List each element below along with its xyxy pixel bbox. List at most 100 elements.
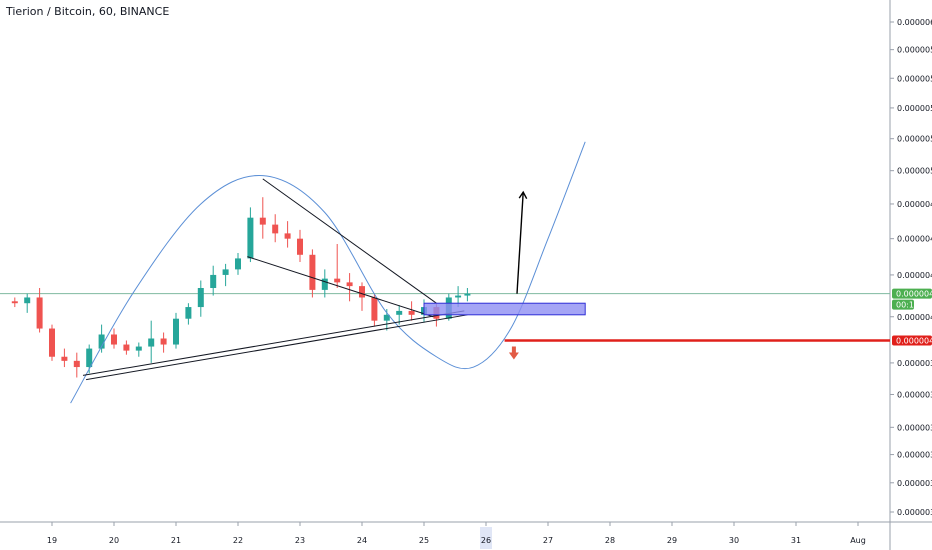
price-tick-label: 0.00000380 bbox=[897, 390, 932, 399]
candle-body bbox=[123, 344, 130, 351]
candle bbox=[309, 249, 316, 298]
candle-body bbox=[408, 310, 415, 315]
candle-body bbox=[135, 346, 142, 351]
candle-body bbox=[185, 307, 192, 319]
candle bbox=[346, 273, 353, 302]
stop-price-tag-bg bbox=[892, 335, 932, 346]
time-tick-label: 27 bbox=[543, 536, 553, 545]
time-tick-label: Aug bbox=[850, 536, 866, 545]
candle bbox=[247, 207, 254, 263]
candle-body bbox=[86, 348, 93, 368]
stop-price-label: 0.00000406 bbox=[896, 337, 932, 346]
candle-body bbox=[73, 360, 80, 368]
candle bbox=[321, 269, 328, 298]
time-tick-label: 30 bbox=[729, 536, 739, 545]
price-tick-label: 0.00000520 bbox=[897, 135, 932, 144]
candle bbox=[334, 244, 341, 289]
time-tick-label: 21 bbox=[171, 536, 181, 545]
candle-body bbox=[173, 318, 179, 345]
candle bbox=[222, 263, 229, 287]
price-tick-label: 0.00000580 bbox=[897, 46, 932, 55]
price-tick-label: 0.00000480 bbox=[897, 200, 932, 209]
candle bbox=[297, 229, 303, 263]
candle-body bbox=[359, 286, 365, 298]
candle-body bbox=[321, 278, 328, 290]
candle bbox=[408, 301, 415, 321]
time-tick-label: 19 bbox=[47, 536, 57, 545]
candle bbox=[272, 214, 279, 243]
candle-body bbox=[61, 356, 68, 361]
time-tick-label: 29 bbox=[667, 536, 677, 545]
cup-arc-drawing bbox=[70, 141, 586, 404]
candles bbox=[11, 197, 471, 378]
time-tick-label: 28 bbox=[605, 536, 615, 545]
price-tick-label: 0.00000540 bbox=[897, 104, 932, 113]
candle bbox=[148, 320, 155, 363]
candle-body bbox=[396, 310, 403, 315]
candle-body bbox=[111, 334, 117, 345]
countdown-label: 00:16 bbox=[896, 301, 919, 310]
candle-body bbox=[371, 297, 378, 321]
time-axis-ticks: 19 20 21 22 23 24 25 26 27 28 29 30 31 Aug bbox=[47, 522, 866, 545]
candle bbox=[36, 288, 43, 333]
candle bbox=[173, 312, 179, 349]
price-tick-label: 0.00000418 bbox=[897, 313, 932, 322]
candle bbox=[135, 342, 142, 357]
current-price-tag: 0.00000430 00:16 bbox=[892, 288, 932, 310]
candle bbox=[98, 324, 105, 353]
price-tick-label: 0.00000329 bbox=[897, 508, 932, 517]
symbol-title: Tierion / Bitcoin, 60, BINANCE bbox=[6, 5, 170, 18]
time-tick-label: 24 bbox=[357, 536, 367, 545]
time-tick-label: 25 bbox=[419, 536, 429, 545]
candle bbox=[73, 352, 80, 378]
candle-body bbox=[247, 217, 254, 259]
candle-body bbox=[197, 288, 204, 308]
candle-body bbox=[49, 328, 55, 357]
candle-body bbox=[11, 301, 18, 304]
countdown-tag-bg bbox=[892, 299, 914, 310]
candle bbox=[160, 332, 167, 353]
current-price-tag-bg bbox=[892, 288, 932, 299]
candle bbox=[24, 293, 31, 313]
price-tick-label: 0.00000440 bbox=[897, 271, 932, 280]
candle-body bbox=[334, 278, 341, 283]
candle-body bbox=[148, 338, 155, 347]
candle bbox=[123, 340, 130, 355]
candle-body bbox=[346, 282, 353, 287]
candle-body bbox=[284, 233, 291, 239]
stop-price-tag: 0.00000406 bbox=[892, 335, 932, 346]
candle-body bbox=[210, 274, 217, 289]
buy-zone-rectangle bbox=[423, 302, 586, 316]
candle-body bbox=[235, 258, 241, 270]
candle bbox=[464, 288, 471, 302]
candle bbox=[359, 282, 365, 311]
candle bbox=[259, 197, 266, 239]
candle-body bbox=[259, 217, 266, 225]
candle bbox=[284, 221, 291, 248]
price-tick-label: 0.00000341 bbox=[897, 479, 932, 488]
candle-body bbox=[98, 334, 105, 349]
candle bbox=[371, 293, 378, 327]
price-tick-label: 0.00000353 bbox=[897, 451, 932, 460]
time-tick-label: 20 bbox=[109, 536, 119, 545]
candle bbox=[61, 348, 68, 368]
candle bbox=[210, 265, 217, 296]
current-price-label: 0.00000430 bbox=[896, 290, 932, 299]
time-tick-label: 23 bbox=[295, 536, 305, 545]
price-axis-ticks: 0.00000600 0.00000580 0.00000560 0.00000540… bbox=[890, 18, 932, 517]
support-line-outer bbox=[82, 310, 465, 376]
candle-body bbox=[309, 254, 316, 290]
wedge-lower-line bbox=[247, 256, 434, 318]
price-tick-label: 0.00000365 bbox=[897, 423, 932, 432]
candle bbox=[396, 305, 403, 325]
candle bbox=[49, 324, 55, 361]
candle-body bbox=[272, 224, 279, 234]
candle-body bbox=[222, 269, 229, 275]
stop-down-arrow bbox=[508, 346, 519, 360]
candle-body bbox=[455, 295, 462, 298]
up-arrow-shaft bbox=[516, 192, 524, 294]
candle-body bbox=[160, 338, 167, 345]
candle bbox=[11, 297, 18, 308]
